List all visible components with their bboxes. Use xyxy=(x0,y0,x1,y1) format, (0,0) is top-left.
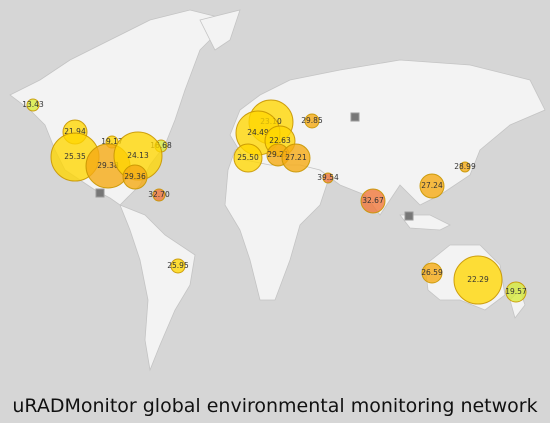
marker-label: 28.99 xyxy=(454,162,476,171)
marker-label: 25.35 xyxy=(64,152,86,161)
marker-label: 21.94 xyxy=(64,127,86,136)
station-icon[interactable] xyxy=(350,112,360,122)
station-marker[interactable]: 25.50 xyxy=(233,143,263,173)
marker-label: 24.13 xyxy=(127,151,149,160)
marker-label: 27.24 xyxy=(421,181,443,190)
station-marker[interactable]: 32.67 xyxy=(360,188,386,214)
markers: 13.43 21.94 19.17 16.68 25.35 29.38 24.13 29.36… xyxy=(22,98,527,305)
station-marker[interactable]: 26.59 xyxy=(421,262,443,284)
station-marker[interactable]: 19.57 xyxy=(505,281,527,303)
station-marker[interactable]: 28.99 xyxy=(454,161,476,173)
marker-bubble[interactable] xyxy=(459,161,471,173)
south-america xyxy=(119,204,196,372)
marker-bubble[interactable] xyxy=(419,173,445,199)
station-marker[interactable]: 25.95 xyxy=(167,258,189,274)
marker-bubble[interactable] xyxy=(26,98,40,112)
marker-bubble[interactable] xyxy=(304,113,320,129)
marker-bubble[interactable] xyxy=(421,262,443,284)
marker-bubble[interactable] xyxy=(360,188,386,214)
marker-bubble[interactable] xyxy=(233,143,263,173)
station-marker[interactable]: 29.85 xyxy=(301,113,323,129)
marker-label: 19.57 xyxy=(505,287,527,296)
marker-label: 22.29 xyxy=(467,275,489,284)
marker-bubble[interactable] xyxy=(453,255,503,305)
marker-bubble[interactable] xyxy=(322,172,334,184)
marker-bubble[interactable] xyxy=(122,164,148,190)
station-marker[interactable]: 27.21 xyxy=(281,143,311,173)
station-icons xyxy=(95,112,414,221)
land xyxy=(9,9,546,372)
marker-label: 27.21 xyxy=(285,153,307,162)
marker-label: 25.50 xyxy=(237,153,259,162)
marker-label: 24.49 xyxy=(247,128,269,137)
marker-label: 16.68 xyxy=(150,141,172,150)
marker-label: 13.43 xyxy=(22,100,44,109)
marker-label: 32.70 xyxy=(148,190,170,199)
caption: uRADMonitor global environmental monitor… xyxy=(12,395,538,417)
marker-label: 25.95 xyxy=(167,261,189,270)
station-marker[interactable]: 39.54 xyxy=(317,172,339,184)
station-marker[interactable]: 32.70 xyxy=(148,188,170,202)
marker-bubble[interactable] xyxy=(152,188,166,202)
marker-label: 29.21 xyxy=(267,150,289,159)
marker-label: 29.38 xyxy=(97,161,119,170)
marker-label: 29.85 xyxy=(301,116,323,125)
eurasia xyxy=(229,59,546,216)
station-marker[interactable]: 13.43 xyxy=(22,98,44,112)
marker-label: 26.59 xyxy=(421,268,443,277)
station-marker[interactable]: 22.29 xyxy=(453,255,503,305)
station-marker[interactable]: 27.24 xyxy=(419,173,445,199)
marker-label: 19.17 xyxy=(101,137,123,146)
station-icon[interactable] xyxy=(95,188,105,198)
marker-bubble[interactable] xyxy=(170,258,186,274)
marker-label: 29.36 xyxy=(124,172,146,181)
station-icon[interactable] xyxy=(404,211,414,221)
marker-label: 32.67 xyxy=(362,196,384,205)
marker-label: 39.54 xyxy=(317,173,339,182)
station-marker[interactable]: 29.36 xyxy=(122,164,148,190)
marker-label: 22.63 xyxy=(269,136,291,145)
marker-bubble[interactable] xyxy=(281,143,311,173)
marker-bubble[interactable] xyxy=(505,281,527,303)
greenland xyxy=(199,9,241,51)
